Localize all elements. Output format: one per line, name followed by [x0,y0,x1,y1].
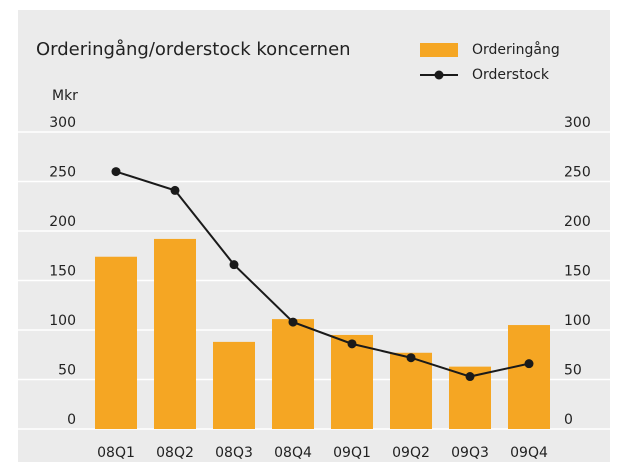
bar [272,319,314,429]
line-point [406,353,416,363]
x-tick-label: 08Q3 [215,445,253,461]
y-tick-label: 250 [49,165,76,181]
y2-tick-label: 50 [564,363,582,379]
bar [213,341,255,429]
line-point [524,359,534,369]
y-tick-label: 100 [49,313,76,329]
x-tick-label: 09Q3 [451,445,489,461]
y2-tick-label: 150 [564,264,591,280]
line-point [170,185,180,195]
y-tick-label: 150 [49,264,76,280]
x-tick-label: 08Q4 [274,445,312,461]
y-tick-label: 200 [49,214,76,230]
y-tick-label: 300 [49,115,76,131]
legend-label: Orderingång [472,41,560,58]
chart-title: Orderingång/orderstock koncernen [36,39,351,60]
bar [508,325,550,429]
line-point [288,317,298,327]
legend-swatch [420,43,458,57]
x-tick-label: 08Q2 [156,445,194,461]
line-point [347,339,357,349]
line-point [229,260,239,270]
x-tick-label: 09Q2 [392,445,430,461]
x-tick-label: 09Q1 [333,445,371,461]
y-tick-label: 0 [67,412,76,428]
y2-tick-label: 300 [564,115,591,131]
bar [390,352,432,429]
bar [331,334,373,429]
y2-tick-label: 100 [564,313,591,329]
line-point [111,167,121,177]
x-tick-label: 09Q4 [510,445,548,461]
legend-label: Orderstock [472,67,550,83]
y2-tick-label: 250 [564,165,591,181]
line-point [465,372,475,382]
y-axis-label: Mkr [52,88,78,104]
y2-tick-label: 0 [564,412,573,428]
y-tick-label: 50 [58,363,76,379]
bar [95,256,137,429]
line [115,170,530,378]
bar [154,238,196,429]
legend-marker [434,70,444,80]
x-tick-label: 08Q1 [97,445,135,461]
y2-tick-label: 200 [564,214,591,230]
